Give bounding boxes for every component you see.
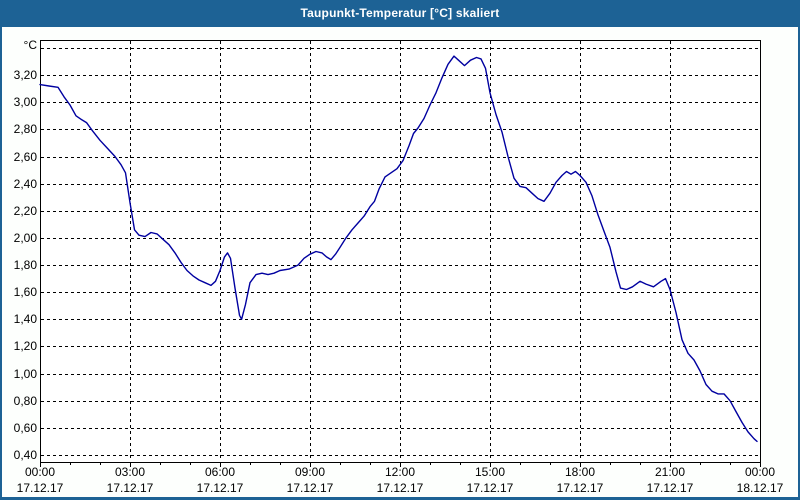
temperature-line [39,55,758,443]
y-axis-tick-label: 3,00 [13,95,37,109]
y-axis-tick-label: 2,40 [13,177,37,191]
x-axis-time-label: 12:00 [384,465,416,479]
x-axis-date-label: 17.12.17 [196,481,244,495]
y-axis-tick-label: 1,00 [13,367,37,381]
x-axis-date-label: 17.12.17 [106,481,154,495]
y-axis-tick-label: 2,80 [13,122,37,136]
x-axis-date-label: 18.12.17 [736,481,784,495]
x-axis-time-label: 21:00 [654,465,686,479]
x-axis-date-label: 17.12.17 [556,481,604,495]
x-axis-date-label: 17.12.17 [466,481,514,495]
x-axis-time-label: 03:00 [114,465,146,479]
y-axis-tick-label: 1,80 [13,258,37,272]
x-axis-time-label: 09:00 [294,465,326,479]
y-axis-tick-label: 2,20 [13,204,37,218]
x-axis-date-label: 17.12.17 [376,481,424,495]
y-axis-tick-label: 0,60 [13,421,37,435]
y-axis-tick-label: 2,00 [13,231,37,245]
x-axis-date-label: 17.12.17 [646,481,694,495]
y-axis-tick-label: 1,40 [13,312,37,326]
x-axis-time-label: 18:00 [564,465,596,479]
window-titlebar[interactable]: Taupunkt-Temperatur [°C] skaliert [2,0,798,27]
y-axis-tick-label: 2,60 [13,150,37,164]
window-title: Taupunkt-Temperatur [°C] skaliert [300,6,500,20]
y-axis-tick-label: 1,20 [13,339,37,353]
y-axis-tick-label: 0,40 [13,448,37,462]
x-axis-date-label: 17.12.17 [16,481,64,495]
y-axis-unit-label: °C [23,38,37,52]
y-axis-tick-label: 1,60 [13,285,37,299]
x-axis-time-label: 06:00 [204,465,236,479]
y-axis-tick-label: 3,20 [13,68,37,82]
x-axis-time-label: 00:00 [744,465,776,479]
x-axis-time-label: 00:00 [24,465,56,479]
x-axis-date-label: 17.12.17 [286,481,334,495]
y-axis-tick-label: 0,80 [13,394,37,408]
x-axis-time-label: 15:00 [474,465,506,479]
